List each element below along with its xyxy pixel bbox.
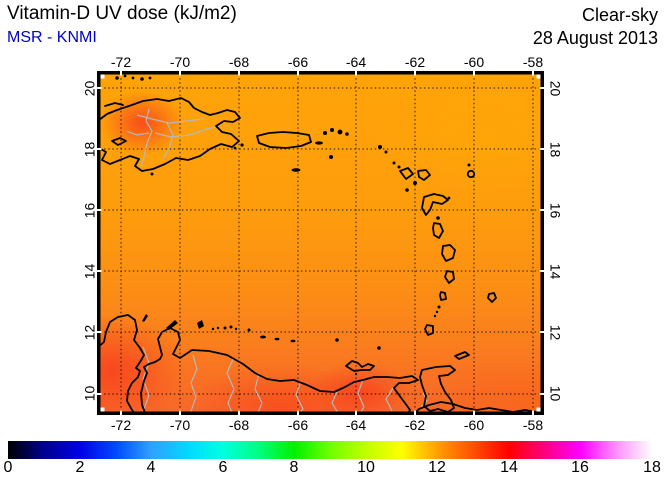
small-islands [115, 74, 471, 376]
antigua [417, 169, 431, 181]
margarita-coast [345, 360, 375, 372]
colorbar-tick-label: 4 [146, 459, 156, 476]
sky-condition-label: Clear-sky [581, 5, 658, 25]
colorbar-tick-label: 18 [643, 459, 661, 476]
trinidad-coast [419, 365, 456, 413]
coastlines [97, 97, 544, 415]
lat-tick-left: 10 [81, 385, 98, 402]
small-island-ring [466, 169, 476, 179]
colorbar-tick-label: 6 [218, 459, 228, 476]
lon-tick-top: -58 [522, 54, 544, 70]
lon-tick-bottom: -72 [110, 417, 132, 433]
lon-tick-top: -60 [463, 54, 485, 70]
lon-tick-top: -64 [345, 54, 367, 70]
tortue-island [104, 102, 124, 107]
guajira-maracaibo-coast [97, 314, 145, 415]
date-label: 28 August 2013 [532, 28, 658, 48]
dominica-coast [432, 222, 444, 239]
lon-tick-bottom: -64 [345, 417, 367, 433]
lat-tick-right: 14 [547, 263, 564, 280]
lat-tick-right: 16 [547, 202, 564, 219]
map-frame-border [97, 71, 544, 415]
frame-tick-notches [97, 71, 544, 415]
colorbar-gradient [8, 441, 652, 459]
page-title: Vitamin-D UV dose (kJ/m2) [7, 3, 237, 24]
martinique-coast [441, 244, 456, 262]
puerto-rico-coast [256, 131, 312, 149]
lat-tick-left: 18 [81, 141, 98, 158]
guadeloupe-coast [421, 193, 449, 216]
lat-tick-left: 20 [81, 80, 98, 97]
lat-tick-left: 14 [81, 263, 98, 280]
st-lucia-coast [444, 270, 455, 284]
lon-tick-bottom: -70 [169, 417, 191, 433]
lon-tick-top: -66 [287, 54, 309, 70]
colorbar-tick-label: 8 [289, 459, 299, 476]
lat-tick-left: 12 [81, 324, 98, 341]
lon-tick-bottom: -58 [522, 417, 544, 433]
uv-dose-field [97, 71, 544, 415]
lat-tick-right: 18 [547, 141, 564, 158]
hispaniola-coast [98, 97, 241, 172]
lat-tick-right: 12 [547, 324, 564, 341]
lon-tick-top: -72 [110, 54, 132, 70]
colorbar-tick-label: 12 [428, 459, 446, 476]
tobago-coast [454, 351, 470, 360]
colorbar-tick-label: 14 [500, 459, 518, 476]
source-label: MSR - KNMI [7, 29, 97, 46]
borders-rivers [126, 108, 428, 415]
st-kitts-nevis [399, 167, 414, 180]
colorbar-tick-label: 10 [357, 459, 375, 476]
lon-tick-bottom: -66 [287, 417, 309, 433]
map-panel [97, 71, 544, 415]
barbados-coast [487, 292, 497, 303]
lon-tick-top: -68 [228, 54, 250, 70]
lat-tick-right: 10 [547, 385, 564, 402]
lon-tick-bottom: -62 [404, 417, 426, 433]
header-right: Clear-sky 28 August 2013 [533, 4, 658, 50]
lon-tick-bottom: -60 [463, 417, 485, 433]
orinoco-delta-coast [412, 401, 544, 415]
lon-tick-bottom: -68 [228, 417, 250, 433]
st-vincent-coast [439, 291, 447, 301]
lat-tick-left: 16 [81, 202, 98, 219]
venezuela-coast [140, 327, 419, 415]
lon-tick-top: -70 [169, 54, 191, 70]
colorbar-tick-label: 2 [75, 459, 85, 476]
map-overlay [97, 71, 544, 415]
lon-tick-top: -62 [404, 54, 426, 70]
colorbar-tick-label: 0 [3, 459, 13, 476]
grenada-coast [424, 324, 434, 336]
gonave-island [111, 137, 127, 146]
colorbar-tick-label: 16 [571, 459, 589, 476]
graticule [100, 74, 541, 412]
lat-tick-right: 20 [547, 80, 564, 97]
